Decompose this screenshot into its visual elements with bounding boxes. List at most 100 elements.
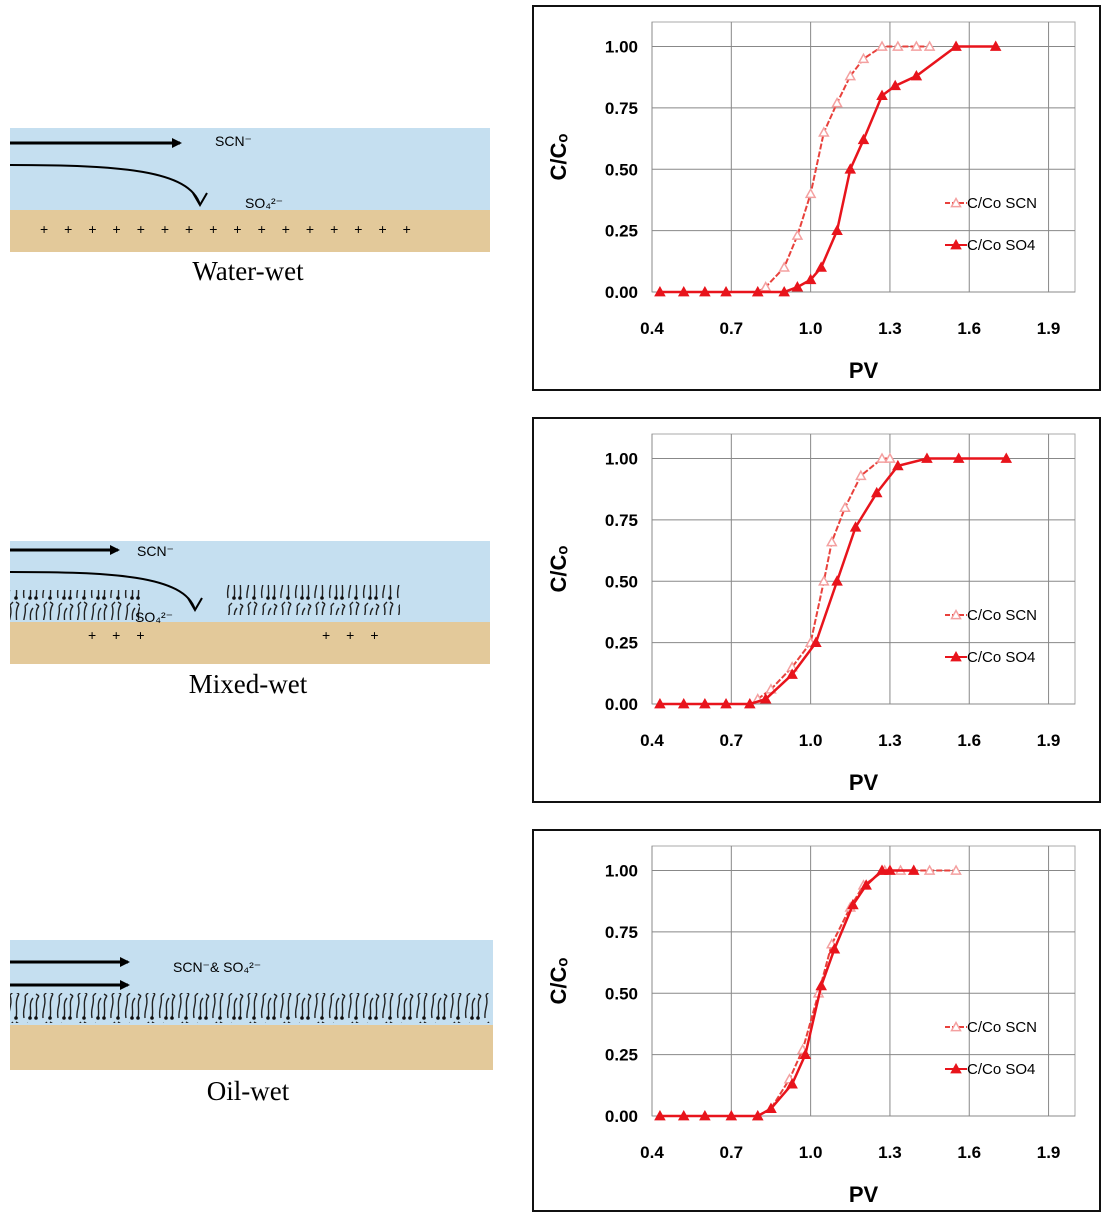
data-point bbox=[786, 668, 798, 679]
data-point bbox=[654, 1109, 666, 1121]
data-point bbox=[759, 693, 772, 704]
y-tick-label: 0.25 bbox=[605, 634, 638, 653]
data-point bbox=[677, 697, 690, 709]
data-point bbox=[921, 452, 933, 463]
data-point bbox=[892, 40, 904, 51]
data-point bbox=[844, 163, 857, 174]
legend-label: C/Co SCN bbox=[967, 195, 1037, 212]
data-point bbox=[654, 285, 666, 297]
legend-label: C/Co SCN bbox=[967, 607, 1037, 624]
data-point bbox=[950, 864, 962, 875]
x-axis-label: PV bbox=[849, 1182, 879, 1207]
data-point bbox=[950, 40, 962, 51]
data-point bbox=[910, 69, 923, 81]
x-tick-label: 0.7 bbox=[719, 319, 743, 338]
y-tick-label: 0.00 bbox=[605, 283, 638, 302]
y-tick-label: 0.50 bbox=[605, 160, 638, 179]
y-tick-label: 0.50 bbox=[605, 984, 638, 1003]
data-point bbox=[751, 1109, 764, 1121]
data-point bbox=[923, 40, 936, 51]
legend-marker bbox=[950, 1062, 962, 1074]
y-tick-label: 1.00 bbox=[605, 862, 638, 881]
data-point bbox=[699, 697, 711, 709]
data-point bbox=[831, 575, 843, 586]
legend-label: C/Co SO4 bbox=[967, 1061, 1035, 1078]
data-point bbox=[923, 864, 936, 875]
x-tick-label: 1.0 bbox=[799, 319, 823, 338]
data-point bbox=[699, 1109, 711, 1121]
x-tick-label: 1.0 bbox=[799, 731, 823, 750]
chart: 0.00 0.25 0.50 0.75 1.00 0.4 0.7 1.0 1.3 1.6 1.9 PV… bbox=[532, 417, 1101, 803]
legend-label: C/Co SO4 bbox=[967, 649, 1035, 666]
data-point bbox=[778, 261, 790, 272]
data-point bbox=[1000, 452, 1013, 463]
data-point bbox=[857, 133, 870, 145]
data-point bbox=[876, 452, 888, 463]
chart-frame bbox=[532, 829, 1101, 1212]
data-point bbox=[791, 281, 804, 292]
diagram-caption: Water-wet bbox=[192, 256, 304, 286]
ion-label: SCN⁻ bbox=[137, 543, 174, 559]
ion-label: SCN⁻ bbox=[215, 133, 252, 149]
svg-text:+++: +++ bbox=[322, 627, 395, 643]
data-point bbox=[804, 273, 817, 285]
data-point bbox=[989, 40, 1002, 51]
data-point bbox=[699, 285, 711, 297]
data-point bbox=[810, 636, 822, 647]
y-tick-label: 0.75 bbox=[605, 511, 638, 530]
data-point bbox=[889, 79, 901, 91]
y-tick-label: 0.25 bbox=[605, 1046, 638, 1065]
data-point bbox=[751, 285, 764, 297]
series-line bbox=[757, 457, 890, 700]
chart-frame bbox=[532, 417, 1101, 803]
chart: 0.00 0.25 0.50 0.75 1.00 0.4 0.7 1.0 1.3 1.6 1.9 PV… bbox=[532, 829, 1101, 1212]
diagram-caption: Mixed-wet bbox=[189, 669, 308, 699]
y-axis-label: C/Cₒ bbox=[546, 958, 571, 1005]
x-tick-label: 1.3 bbox=[878, 319, 902, 338]
data-point bbox=[952, 452, 965, 463]
legend-label: C/Co SCN bbox=[967, 1019, 1037, 1036]
y-tick-label: 1.00 bbox=[605, 38, 638, 57]
data-point bbox=[720, 285, 732, 297]
x-tick-label: 1.9 bbox=[1037, 731, 1061, 750]
data-point bbox=[907, 864, 920, 875]
data-point bbox=[828, 943, 841, 954]
data-point bbox=[876, 89, 888, 100]
x-tick-label: 1.6 bbox=[957, 319, 981, 338]
diagram-caption: Oil-wet bbox=[207, 1076, 290, 1106]
ion-label: SO₄²⁻ bbox=[245, 195, 283, 211]
diagram-mixed-wet: +++ +++ SCN⁻ SO₄²⁻ Mixed-wet bbox=[9, 541, 490, 699]
data-point bbox=[847, 898, 859, 910]
data-point bbox=[876, 40, 888, 51]
ion-label: SCN⁻& SO₄²⁻ bbox=[173, 959, 261, 975]
legend-marker bbox=[950, 1020, 962, 1032]
y-tick-label: 0.25 bbox=[605, 222, 638, 241]
chart-frame bbox=[532, 5, 1101, 391]
data-point bbox=[876, 864, 888, 875]
data-point bbox=[720, 697, 732, 709]
data-point bbox=[857, 52, 870, 64]
svg-text:+++: +++ bbox=[88, 627, 161, 643]
x-tick-label: 0.4 bbox=[640, 319, 664, 338]
x-tick-label: 1.3 bbox=[878, 731, 902, 750]
x-tick-label: 1.6 bbox=[957, 1143, 981, 1162]
y-tick-label: 0.75 bbox=[605, 99, 638, 118]
data-point bbox=[791, 229, 804, 240]
data-point bbox=[860, 879, 872, 890]
legend-marker bbox=[950, 608, 962, 620]
data-point bbox=[855, 469, 867, 481]
y-tick-label: 1.00 bbox=[605, 450, 638, 469]
data-point bbox=[818, 126, 830, 137]
x-tick-label: 0.4 bbox=[640, 1143, 664, 1162]
data-point bbox=[804, 187, 817, 199]
data-point bbox=[677, 285, 690, 297]
data-point bbox=[818, 575, 830, 586]
chart: 0.00 0.25 0.50 0.75 1.00 0.4 0.7 1.0 1.3 1.6 1.9 PV… bbox=[532, 5, 1101, 391]
ion-label: SO₄²⁻ bbox=[135, 609, 173, 625]
x-tick-label: 0.7 bbox=[719, 731, 743, 750]
diagram-oil-wet: SCN⁻& SO₄²⁻ Oil-wet bbox=[10, 940, 493, 1106]
data-point bbox=[910, 40, 923, 51]
x-tick-label: 1.9 bbox=[1037, 319, 1061, 338]
y-axis-label: C/Cₒ bbox=[546, 546, 571, 593]
